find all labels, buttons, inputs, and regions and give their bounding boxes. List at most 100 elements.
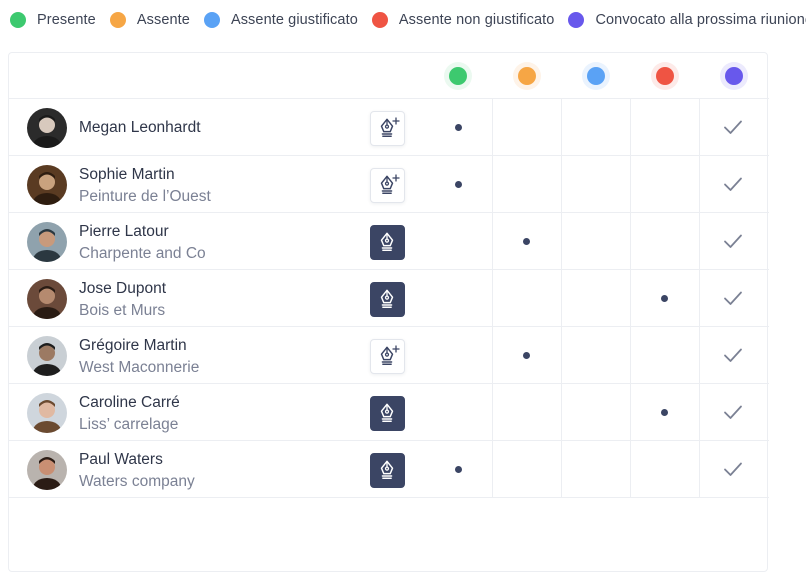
table-row: Paul Waters Waters company (9, 441, 769, 498)
column-divider (699, 156, 700, 213)
attendance-cell[interactable] (423, 99, 492, 156)
add-signature-button[interactable] (370, 111, 405, 146)
checkmark-icon[interactable] (722, 173, 744, 195)
participant-name: Jose Dupont (79, 280, 167, 297)
column-divider (699, 384, 700, 441)
table-header (9, 53, 769, 99)
attendance-cell[interactable] (492, 156, 561, 213)
column-divider (492, 270, 493, 327)
column-divider (492, 156, 493, 213)
column-divider (699, 327, 700, 384)
blue-dot-icon (203, 12, 220, 28)
attendance-cell[interactable] (492, 327, 561, 384)
table-row: Grégoire Martin West Maconnerie (9, 327, 769, 384)
attendance-cell[interactable] (423, 156, 492, 213)
header-convocato (699, 53, 768, 99)
attendance-cell[interactable] (561, 99, 630, 156)
participant-company: Bois et Murs (79, 302, 166, 319)
checkmark-icon[interactable] (722, 287, 744, 309)
table-row: Jose Dupont Bois et Murs (9, 270, 769, 327)
attendance-cell[interactable] (492, 213, 561, 270)
column-divider (699, 270, 700, 327)
column-divider (561, 441, 562, 498)
attendance-cell[interactable] (561, 156, 630, 213)
add-signature-button[interactable] (370, 339, 405, 374)
attendance-cell[interactable] (630, 384, 699, 441)
column-divider (699, 441, 700, 498)
legend-item-assente-non-giustificato: Assente non giustificato (371, 12, 555, 28)
column-divider (630, 99, 631, 156)
attendance-cell[interactable] (630, 270, 699, 327)
checkmark-icon[interactable] (722, 116, 744, 138)
participant-company: Charpente and Co (79, 245, 206, 262)
attendance-cell[interactable] (423, 270, 492, 327)
header-assente-giustificato (561, 53, 630, 99)
attendance-cell[interactable] (561, 327, 630, 384)
attendance-cell[interactable] (561, 270, 630, 327)
participant-name: Grégoire Martin (79, 337, 187, 354)
add-signature-button[interactable] (370, 168, 405, 203)
attendance-cell[interactable] (492, 99, 561, 156)
checkmark-icon[interactable] (722, 230, 744, 252)
checkmark-icon[interactable] (722, 344, 744, 366)
selected-status-dot (523, 352, 530, 359)
participant-company: Waters company (79, 473, 195, 490)
participant-name: Pierre Latour (79, 223, 169, 240)
column-divider (561, 156, 562, 213)
participant-company: Liss’ carrelage (79, 416, 179, 433)
avatar (27, 165, 67, 205)
column-divider (561, 213, 562, 270)
signature-button-signed[interactable] (370, 282, 405, 317)
column-divider (699, 99, 700, 156)
signature-button-signed[interactable] (370, 396, 405, 431)
attendance-cell[interactable] (630, 213, 699, 270)
checkmark-icon[interactable] (722, 401, 744, 423)
green-dot-icon (10, 12, 26, 28)
signature-button-signed[interactable] (370, 453, 405, 488)
attendance-cell[interactable] (630, 156, 699, 213)
participant-name: Paul Waters (79, 451, 163, 468)
avatar (27, 336, 67, 376)
pen-nib-icon (380, 232, 393, 251)
header-presente (423, 53, 492, 99)
attendance-cell[interactable] (630, 327, 699, 384)
selected-status-dot (455, 181, 462, 188)
attendance-cell[interactable] (423, 441, 492, 498)
legend-label: Assente giustificato (230, 12, 358, 28)
attendance-cell[interactable] (561, 384, 630, 441)
checkmark-icon[interactable] (722, 458, 744, 480)
legend-label: Assente (136, 12, 190, 28)
attendance-cell[interactable] (492, 270, 561, 327)
legend-label: Convocato alla prossima riunione (595, 12, 806, 28)
attendance-cell[interactable] (423, 213, 492, 270)
attendance-cell[interactable] (423, 384, 492, 441)
column-divider (492, 213, 493, 270)
avatar (27, 450, 67, 490)
attendance-cell[interactable] (492, 441, 561, 498)
orange-dot-icon (109, 12, 126, 28)
attendance-cell[interactable] (561, 441, 630, 498)
attendance-cell[interactable] (630, 99, 699, 156)
signature-button-signed[interactable] (370, 225, 405, 260)
table-row: Sophie Martin Peinture de l’Ouest (9, 156, 769, 213)
column-divider (561, 327, 562, 384)
attendance-cell[interactable] (561, 213, 630, 270)
legend-label: Presente (37, 12, 96, 28)
pen-nib-plus-icon (380, 116, 400, 137)
legend-label: Assente non giustificato (398, 12, 555, 28)
column-divider (492, 441, 493, 498)
column-divider (630, 327, 631, 384)
attendance-cell[interactable] (492, 384, 561, 441)
avatar (27, 108, 67, 148)
column-divider (630, 384, 631, 441)
column-divider (561, 99, 562, 156)
participant-name: Megan Leonhardt (79, 119, 201, 136)
red-dot-icon (655, 67, 674, 85)
attendance-cell[interactable] (630, 441, 699, 498)
attendance-cell[interactable] (423, 327, 492, 384)
header-assente-non-giustificato (630, 53, 699, 99)
pen-nib-plus-icon (380, 173, 400, 194)
selected-status-dot (523, 238, 530, 245)
blue-dot-icon (586, 67, 605, 85)
selected-status-dot (455, 124, 462, 131)
